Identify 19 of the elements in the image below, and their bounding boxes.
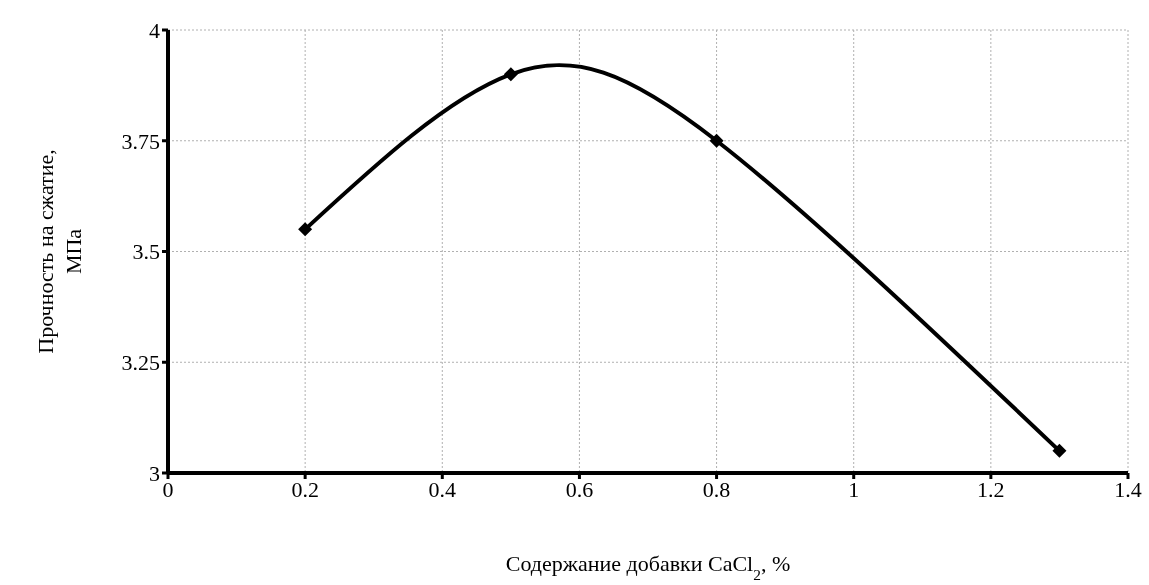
x-axis-title: Содержание добавки CaCl$_{2}$, %	[505, 551, 791, 583]
y-tick-label: 3.75	[121, 128, 160, 154]
x-tick-label: 1	[848, 476, 860, 502]
x-tick-label: 0.8	[702, 476, 731, 502]
x-tick-label: 0.6	[565, 476, 594, 502]
point	[709, 133, 724, 148]
y-tick-label: 4	[149, 17, 160, 43]
point	[298, 222, 313, 237]
y-axis-title: Прочность на сжатие, МПа	[33, 149, 86, 354]
x-tick-label: 1.2	[977, 476, 1005, 502]
point	[1052, 443, 1067, 458]
x-tick-label: 0.4	[428, 476, 457, 502]
point	[503, 67, 518, 82]
y-tick-label: 3.25	[121, 350, 160, 376]
x-tick-label: 0	[162, 476, 174, 502]
x-tick-label: 0.2	[291, 476, 319, 502]
y-tick-label: 3	[149, 460, 160, 486]
x-tick-label: 1.4	[1114, 476, 1142, 502]
y-tick-label: 3.5	[132, 239, 160, 265]
